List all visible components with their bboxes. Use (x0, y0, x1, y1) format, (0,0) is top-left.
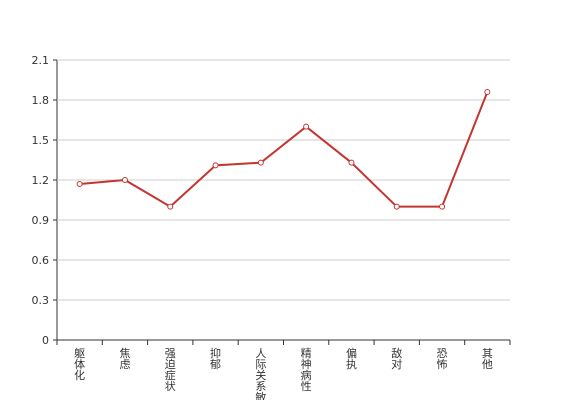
x-tick-label: 强迫症状 (165, 347, 176, 393)
x-tick-label: 恐怖 (437, 347, 448, 371)
x-tick-label: 抑郁 (210, 346, 221, 371)
point (257, 159, 264, 166)
point (393, 203, 400, 210)
point (348, 159, 355, 166)
y-tick-label: 1.5 (32, 134, 50, 147)
line (79, 91, 489, 208)
x-tick-label: 偏执 (346, 346, 357, 371)
point (76, 181, 83, 187)
point (484, 89, 491, 95)
y-tick-label: 1.8 (32, 94, 50, 107)
x-tick-label: 敌对 (391, 346, 402, 371)
y-tick-label: 0.9 (32, 214, 50, 227)
y-tick-label: 0.6 (32, 254, 50, 267)
point (212, 162, 219, 169)
y-tick-label: 0 (42, 334, 49, 347)
y-tick-label: 2.1 (32, 54, 50, 67)
x-tick-label: 精神病性 (301, 347, 312, 393)
point (121, 177, 128, 183)
point (439, 203, 446, 210)
x-tick-label: 人际关系敏感 (255, 347, 266, 400)
y-tick-label: 0.3 (32, 294, 50, 307)
y-tick-label: 1.2 (32, 174, 50, 187)
point (167, 203, 174, 210)
x-tick-label: 躯体化 (74, 347, 85, 382)
point (303, 123, 310, 130)
x-tick-label: 焦虑 (119, 347, 130, 371)
x-tick-label: 其他 (482, 347, 493, 371)
